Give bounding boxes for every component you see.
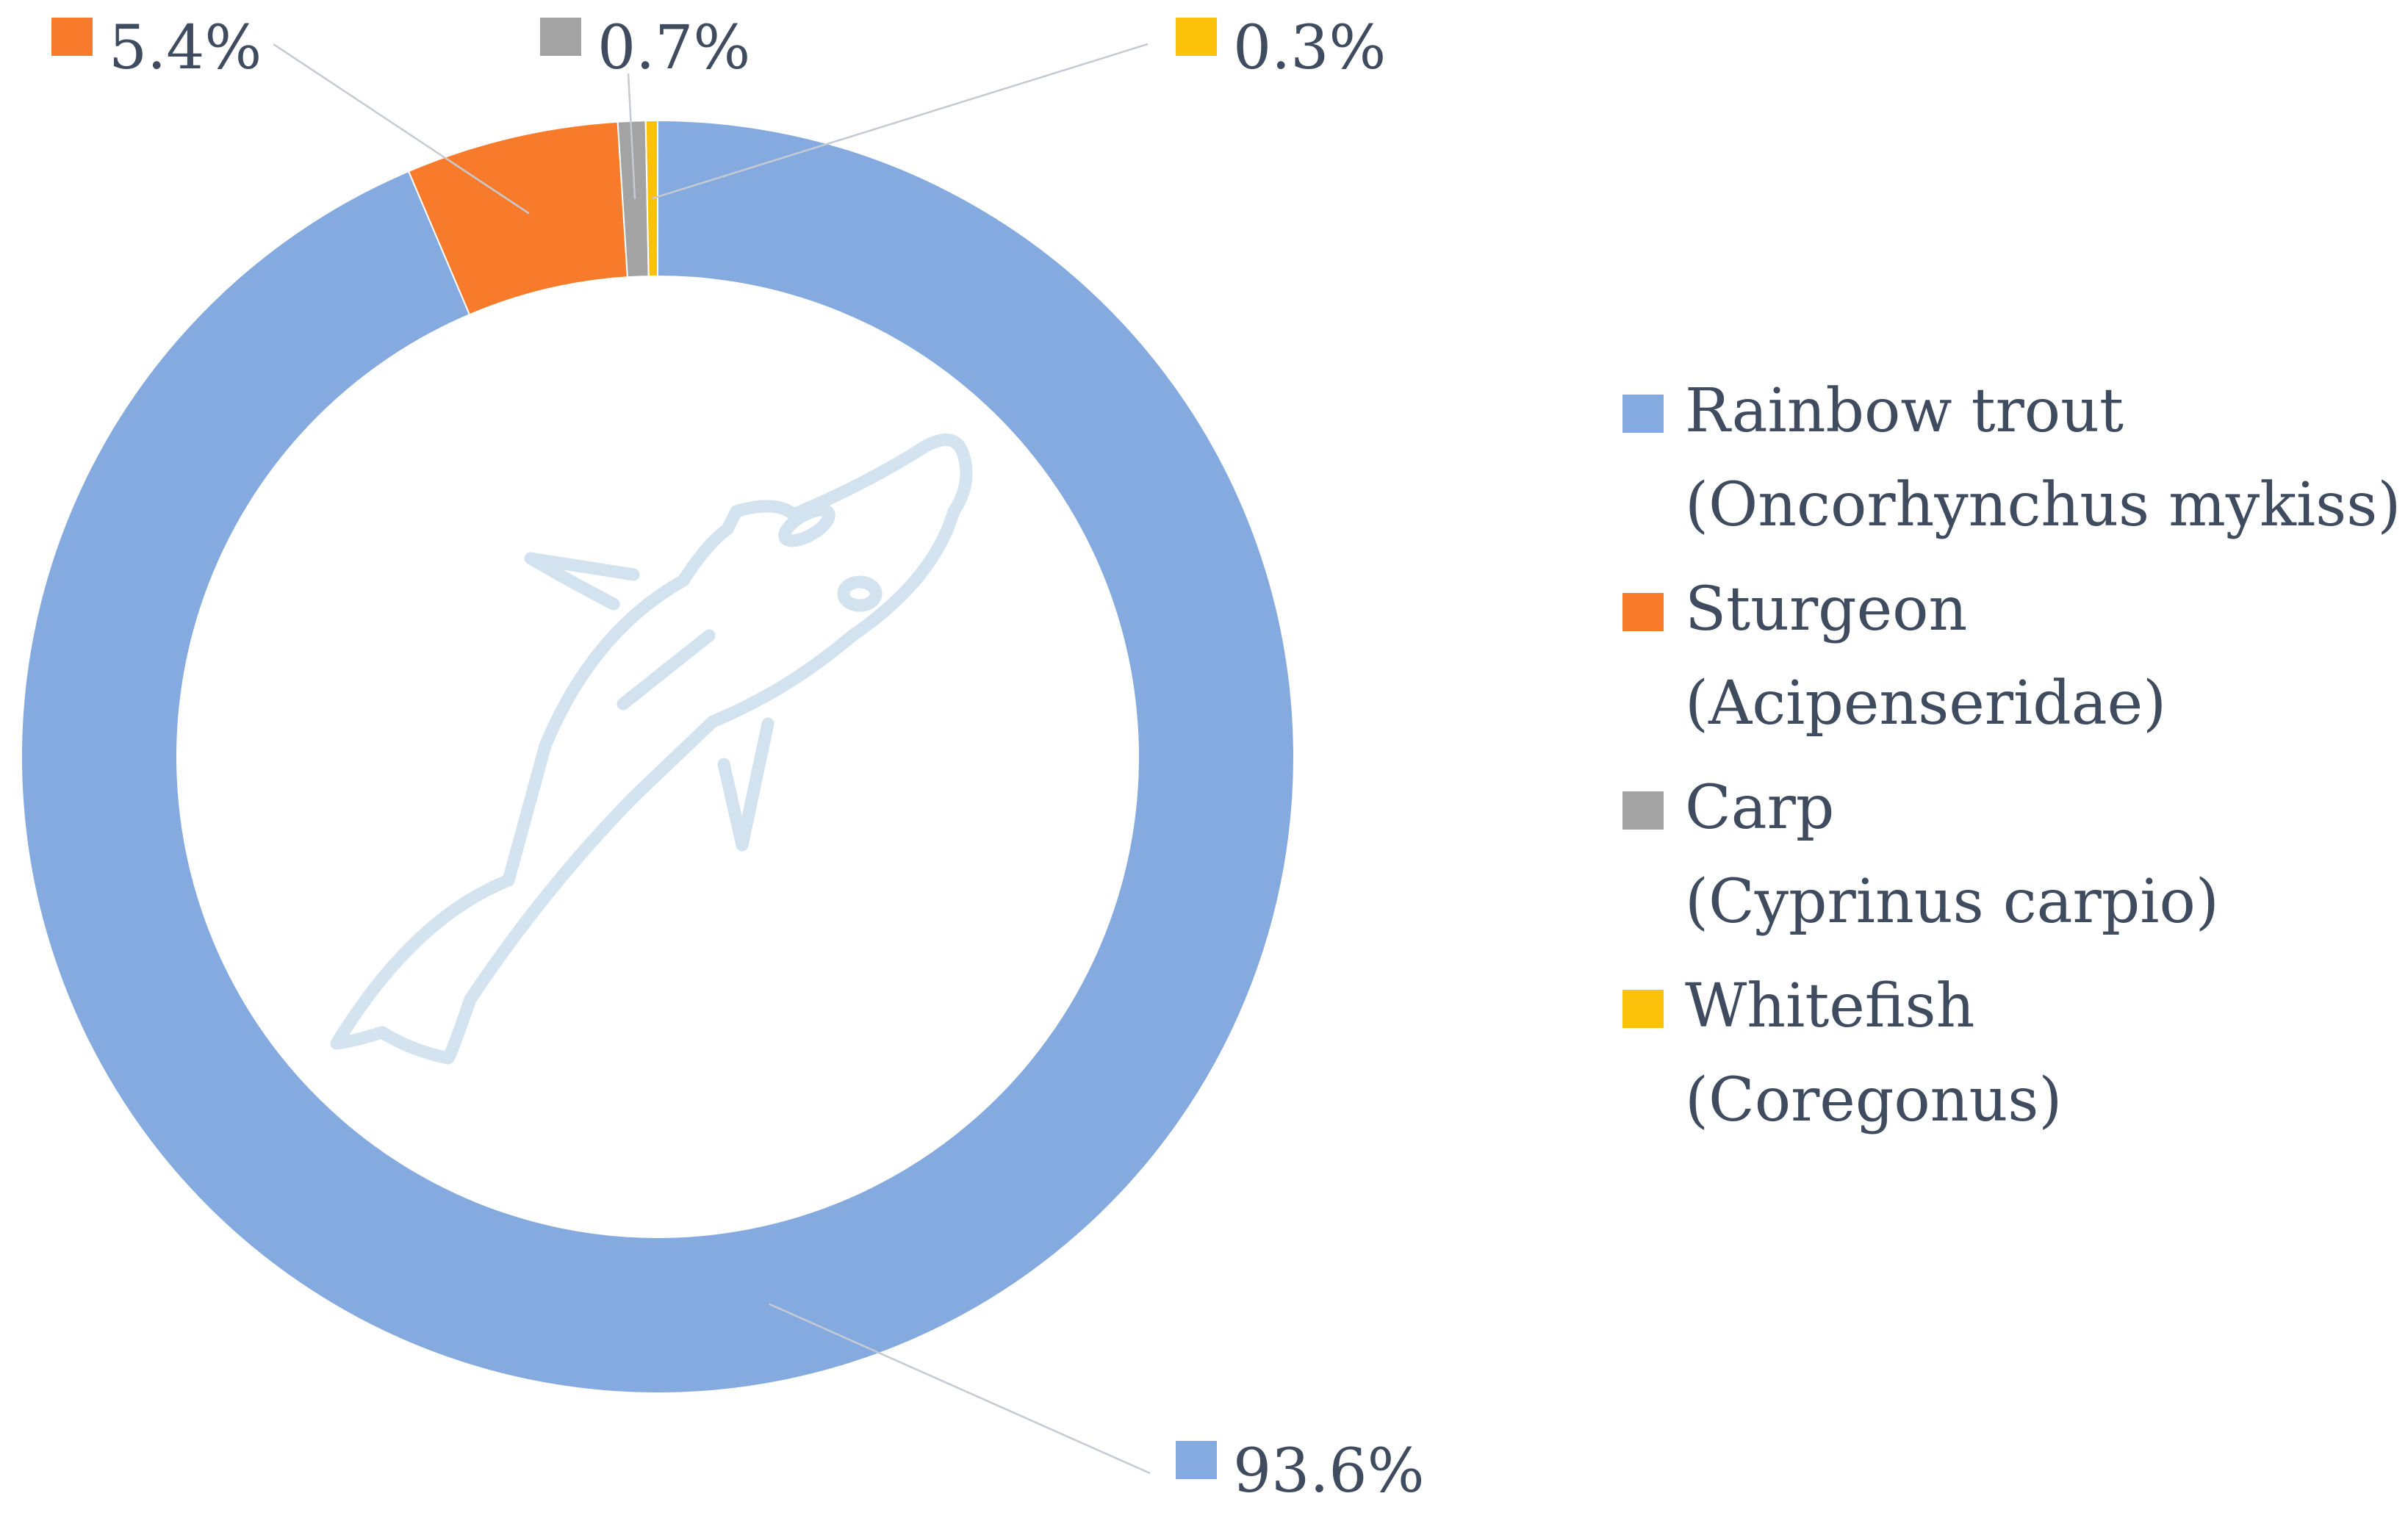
slice-whitefish xyxy=(644,119,658,278)
legend-swatch xyxy=(1622,395,1664,433)
legend-swatch xyxy=(1622,791,1664,830)
donut-slices xyxy=(21,119,1295,1394)
legend-latin-name: (Cyprinus carpio) xyxy=(1685,867,2219,937)
leader-line-sturgeon xyxy=(273,43,530,215)
legend-name: Whitefish xyxy=(1685,971,1974,1041)
legend-name: Rainbow trout xyxy=(1685,376,2124,446)
legend-item-rainbow-trout: Rainbow trout (Oncorhynchus mykiss) xyxy=(1622,376,2401,540)
legend-name: Carp xyxy=(1685,773,1834,843)
pct-label-whitefish: 0.3% xyxy=(1233,13,1386,83)
label-key-whitefish xyxy=(1176,18,1217,56)
label-key-carp xyxy=(540,18,581,56)
fish-icon xyxy=(330,434,973,1065)
label-key-sturgeon xyxy=(51,18,93,56)
pct-label-sturgeon: 5.4% xyxy=(109,13,262,83)
legend-latin-name: (Oncorhynchus mykiss) xyxy=(1685,470,2401,540)
legend: Rainbow trout (Oncorhynchus mykiss) Sturge… xyxy=(1622,376,2401,1135)
legend-swatch xyxy=(1622,593,1664,631)
leader-line-whitefish xyxy=(652,43,1149,200)
leader-lines xyxy=(273,43,1151,1475)
leader-line-carp xyxy=(627,73,636,199)
legend-item-whitefish: Whitefish (Coregonus) xyxy=(1622,971,2062,1135)
label-key-rainbow-trout xyxy=(1176,1441,1217,1479)
legend-latin-name: (Coregonus) xyxy=(1685,1065,2062,1135)
legend-item-sturgeon: Sturgeon (Acipenseridae) xyxy=(1622,575,2166,738)
pct-label-rainbow-trout: 93.6% xyxy=(1233,1436,1425,1506)
legend-item-carp: Carp (Cyprinus carpio) xyxy=(1622,773,2219,937)
legend-swatch xyxy=(1622,990,1664,1028)
percentage-labels: 93.6% 5.4% 0.7% 0.3% xyxy=(51,13,1425,1506)
slice-rainbow-trout xyxy=(21,119,1295,1394)
legend-latin-name: (Acipenseridae) xyxy=(1685,669,2166,738)
pct-label-carp: 0.7% xyxy=(597,13,750,83)
leader-line-rainbow-trout xyxy=(769,1303,1151,1475)
legend-name: Sturgeon xyxy=(1685,575,1967,644)
